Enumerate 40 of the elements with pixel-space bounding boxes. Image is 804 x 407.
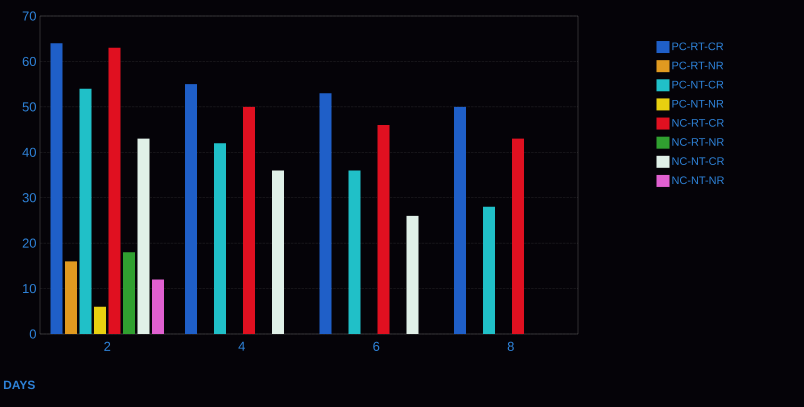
y-tick-label: 40 — [22, 148, 36, 157]
legend-label: NC-NT-NR — [672, 176, 724, 184]
legend-label: NC-RT-NR — [672, 138, 724, 146]
bar — [243, 106, 255, 334]
legend-label: NC-RT-CR — [672, 118, 724, 127]
legend-label: PC-NT-CR — [672, 80, 724, 88]
bar — [94, 306, 106, 334]
y-tick-label: 60 — [22, 56, 36, 66]
bar — [320, 93, 332, 334]
x-tick-label: 2 — [104, 342, 110, 351]
bar — [348, 170, 361, 334]
y-tick-label: 20 — [22, 238, 36, 248]
y-tick-label: 50 — [22, 102, 36, 112]
y-tick-label: 0 — [30, 329, 36, 339]
legend-label: NC-NT-CR — [672, 157, 724, 165]
bar — [123, 252, 135, 334]
bar — [108, 48, 120, 334]
bar — [512, 138, 524, 334]
bar — [138, 138, 150, 334]
bar — [50, 43, 62, 334]
x-tick-label: 6 — [373, 342, 380, 351]
legend-label: PC-NT-NR — [672, 100, 724, 108]
y-tick-label: 10 — [23, 284, 36, 294]
bar — [454, 106, 466, 334]
bar — [214, 143, 226, 334]
bar — [406, 216, 419, 334]
legend-label: PC-RT-NR — [672, 62, 724, 70]
y-tick-label: 30 — [22, 193, 36, 202]
y-tick-label: 70 — [22, 11, 36, 21]
bar — [80, 88, 92, 334]
bar — [185, 84, 197, 334]
bar — [378, 125, 390, 334]
bar — [483, 206, 496, 334]
x-tick-label: 4 — [238, 342, 245, 351]
bar — [272, 170, 284, 334]
x-tick-label: 8 — [508, 342, 514, 351]
bar — [152, 279, 164, 334]
legend-label: PC-RT-CR — [672, 42, 724, 50]
bar — [65, 261, 77, 334]
x-axis-title: DAYS — [4, 380, 35, 390]
